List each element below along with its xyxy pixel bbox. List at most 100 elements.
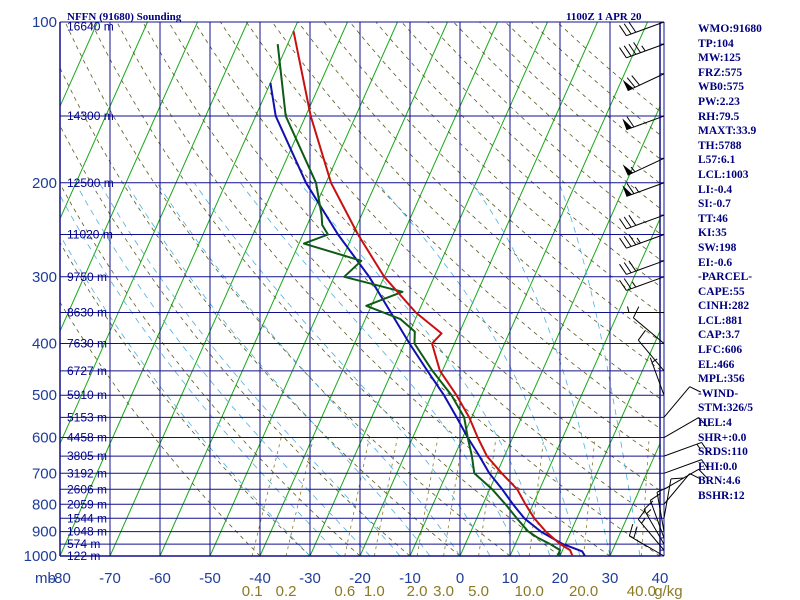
wind-barb-feather	[619, 237, 627, 249]
stats-item: WMO:91680	[698, 23, 762, 35]
wind-barb-half-feather	[641, 45, 646, 52]
wind-barb-shaft	[633, 317, 665, 344]
isotherm-line	[109, 22, 348, 557]
wind-barb-shaft	[626, 182, 665, 197]
height-label: 14300 m	[67, 109, 114, 123]
wind-barb-half-feather	[636, 237, 641, 244]
wind-barb-half-feather	[696, 443, 701, 450]
stats-item: BRN:4.6	[698, 475, 741, 488]
wind-barb-shaft	[626, 234, 665, 249]
isotherm-line	[60, 22, 248, 445]
wind-barb-shaft	[626, 214, 665, 230]
mixing-ratio-line	[528, 437, 545, 557]
height-label: 3805 m	[67, 449, 107, 463]
stats-item: BSHR:12	[698, 490, 745, 502]
wind-barb-shaft	[656, 492, 665, 532]
stats-item: LCL:1003	[698, 168, 749, 181]
wind-barb-shaft	[626, 276, 665, 291]
stats-item: SHR+:0.0	[698, 431, 747, 444]
wind-barb-feather	[637, 329, 646, 341]
wind-barb-half-feather	[631, 281, 637, 288]
wind-barb-flag	[622, 164, 634, 176]
wind-barb-shaft	[663, 386, 691, 418]
stats-item: MPL:356	[698, 373, 745, 386]
wind-barb-feather	[626, 183, 635, 194]
wind-barb-feather	[623, 23, 632, 35]
mixing-ratio-label: 40.0	[627, 583, 656, 600]
temperature-tick-label: 10	[502, 570, 519, 587]
mixing-ratio-label: 0.6	[334, 583, 355, 600]
wind-barb-feather	[670, 477, 684, 480]
mixing-ratio-label: 0.1	[242, 583, 263, 600]
stats-item: LI:-0.4	[698, 183, 733, 196]
stats-item: EI:-0.6	[698, 256, 733, 269]
wind-barb-half-feather	[651, 358, 658, 363]
stats-item: CINH:282	[698, 300, 750, 313]
wind-barb-shaft	[649, 357, 665, 396]
pressure-unit-label: mb	[35, 570, 56, 587]
stats-item: RH:79.5	[698, 110, 740, 123]
wind-barb-feather	[637, 509, 646, 520]
moist-adiabat-line	[98, 182, 401, 557]
mixing-ratio-label: 2.0	[407, 583, 428, 600]
wind-barb-feather	[623, 216, 632, 228]
wind-barb-flag	[622, 79, 634, 91]
isotherm-line	[60, 22, 298, 557]
wind-barb-feather	[628, 234, 637, 246]
wind-barb-shaft	[663, 417, 699, 438]
stats-item: -PARCEL-	[698, 271, 753, 284]
moist-adiabat-line	[558, 182, 641, 557]
wind-barb-half-feather	[634, 186, 640, 193]
pressure-tick-label: 400	[32, 336, 57, 353]
mixing-ratio-label: 3.0	[433, 583, 454, 600]
isotherm-line	[60, 22, 198, 333]
wind-barb-shaft	[626, 115, 665, 131]
stats-item: TT:46	[698, 212, 728, 225]
stats-panel: WMO:91680 TP:104 MW:125 FRZ:575 WB0:575 PW:2.…	[698, 22, 798, 504]
wind-barb-feather	[633, 526, 638, 539]
pressure-tick-label: 800	[32, 496, 57, 513]
stats-item: TH:5788	[698, 139, 742, 152]
isotherm-line	[309, 22, 548, 557]
wind-barb-shaft	[627, 73, 665, 92]
wind-barb-feather	[698, 417, 708, 427]
wind-barb-feather	[623, 278, 632, 290]
pressure-tick-label: 600	[32, 430, 57, 447]
wind-barb-shaft	[626, 21, 665, 37]
wind-barb-half-feather	[641, 518, 646, 524]
wind-barb-shaft	[663, 473, 691, 505]
wind-barb-half-feather	[627, 306, 630, 313]
temperature-tick-label: -70	[99, 570, 121, 587]
temperature-tick-label: -80	[49, 570, 71, 587]
isotherm-line	[209, 22, 448, 557]
stats-item: CAP:3.7	[698, 329, 740, 342]
wind-barb-feather	[631, 75, 640, 86]
height-label: 6727 m	[67, 364, 107, 378]
wind-barb-feather	[623, 235, 632, 247]
stats-item: SW:198	[698, 241, 737, 254]
wind-barb-feather	[623, 262, 632, 274]
wind-barb-shaft	[626, 260, 665, 275]
height-label: 2059 m	[67, 497, 107, 511]
moist-adiabat-line	[156, 182, 461, 557]
chart-title: NFFN (91680) Sounding	[67, 11, 182, 23]
pressure-tick-label: 1000	[24, 548, 57, 565]
height-label: 122 m	[67, 549, 100, 563]
stats-item: KI:35	[698, 227, 727, 240]
temperature-line	[292, 30, 574, 557]
stats-item: TP:104	[698, 37, 734, 50]
wind-barb-feather	[689, 386, 702, 393]
stats-item: MAXT:33.9	[698, 125, 757, 138]
stats-item: L57:6.1	[698, 154, 736, 167]
dewpoint-line	[276, 43, 562, 557]
pressure-tick-label: 200	[32, 175, 57, 192]
stats-item: -WIND-	[698, 387, 739, 400]
wind-barb-shaft	[663, 459, 702, 474]
pressure-tick-label: 500	[32, 387, 57, 404]
wind-barb-flag	[622, 118, 633, 130]
stats-item: EHI:0.0	[698, 460, 738, 473]
moist-adiabat-line	[60, 234, 311, 557]
wind-barb-feather	[628, 523, 634, 537]
temperature-tick-label: 30	[602, 570, 619, 587]
